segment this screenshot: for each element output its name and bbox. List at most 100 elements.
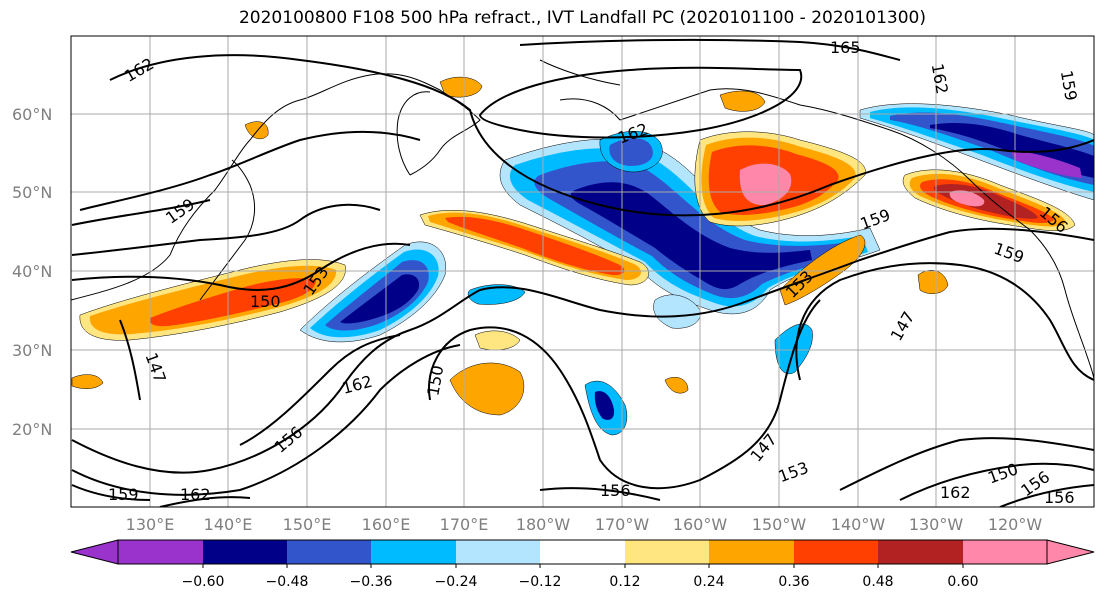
colorbar-tick-label: 0.48 bbox=[862, 574, 893, 590]
contour-label: 159 bbox=[108, 485, 139, 504]
contour-156-southcentral bbox=[539, 487, 661, 501]
contour-label: 156 bbox=[600, 481, 631, 500]
colorbar-segment bbox=[963, 540, 1047, 564]
negative-anomaly-south-mid bbox=[594, 391, 615, 420]
contour-label: 159 bbox=[162, 195, 198, 228]
lon-label-160e: 160°E bbox=[362, 515, 411, 534]
contour-label: 156 bbox=[1044, 488, 1075, 507]
colorbar-extend-max bbox=[1046, 539, 1095, 565]
positive-anomaly-hawaii bbox=[664, 377, 689, 394]
colorbar-frame bbox=[117, 539, 1048, 565]
lon-label-170w: 170°W bbox=[595, 515, 650, 534]
negative-anomaly-northeast-max bbox=[1010, 150, 1082, 178]
negative-anomaly-central-strong bbox=[570, 182, 812, 290]
contour-label: 162 bbox=[340, 372, 374, 398]
colorbar: −0.60 −0.48 −0.36 −0.24 −0.12 0.12 0.24 … bbox=[70, 539, 1095, 590]
colorbar-tick-label: −0.12 bbox=[519, 574, 562, 590]
contour-label: 159 bbox=[858, 205, 893, 233]
map-title: 2020100800 F108 500 hPa refract., IVT La… bbox=[238, 8, 926, 28]
colorbar-segment bbox=[371, 540, 456, 564]
positive-anomaly-gulf-max bbox=[739, 163, 792, 206]
contour-156-east bbox=[999, 484, 1094, 507]
contour-label: 147 bbox=[887, 308, 919, 344]
positive-anomaly-islands bbox=[474, 330, 521, 351]
colorbar-segment bbox=[203, 540, 287, 564]
colorbar-tick-label: 0.36 bbox=[778, 574, 809, 590]
contour-147-low bbox=[795, 262, 1094, 381]
ivt-shading bbox=[71, 76, 1094, 436]
colorbar-segment bbox=[540, 540, 625, 564]
contour-label: 159 bbox=[991, 239, 1026, 267]
lat-label-40n: 40°N bbox=[12, 262, 52, 281]
contour-label: 165 bbox=[830, 38, 861, 57]
lon-label-160w: 160°W bbox=[673, 515, 728, 534]
contour-label: 162 bbox=[940, 483, 971, 502]
contour-162-loop bbox=[478, 66, 803, 139]
contour-150-loop bbox=[428, 299, 821, 490]
contour-label: 147 bbox=[747, 430, 781, 466]
longitude-labels: 130°E 140°E 150°E 160°E 170°E 180°W 170°… bbox=[126, 515, 1043, 534]
contour-159-southwest bbox=[71, 484, 151, 501]
coast-asia bbox=[71, 73, 481, 301]
contour-label: 162 bbox=[928, 62, 952, 95]
contour-150-west bbox=[71, 242, 411, 291]
contour-label: 147 bbox=[142, 350, 170, 385]
refractivity-contours bbox=[71, 38, 1094, 507]
positive-anomaly-japan-mid bbox=[149, 278, 316, 327]
lon-label-130e: 130°E bbox=[126, 515, 175, 534]
colorbar-tick-label: 0.60 bbox=[947, 574, 978, 590]
contour-153-west bbox=[71, 203, 381, 256]
lon-label-150e: 150°E bbox=[283, 515, 332, 534]
colorbar-tick-label: −0.60 bbox=[182, 574, 225, 590]
positive-anomaly-east bbox=[779, 234, 866, 306]
contour-label: 159 bbox=[1057, 69, 1081, 102]
lon-label-140w: 140°W bbox=[831, 515, 886, 534]
coast-north-america bbox=[1029, 229, 1094, 381]
positive-anomaly-sea bbox=[244, 121, 269, 140]
contour-label: 150 bbox=[423, 364, 447, 397]
coast-bering bbox=[539, 59, 621, 121]
gridlines bbox=[71, 36, 1094, 507]
positive-anomaly-bering bbox=[719, 90, 766, 112]
contour-147-west bbox=[119, 319, 141, 401]
colorbar-segment bbox=[709, 540, 794, 564]
colorbar-extend-min bbox=[70, 539, 119, 565]
coast-japan bbox=[199, 159, 256, 301]
contour-162-north bbox=[109, 54, 1094, 217]
lat-label-30n: 30°N bbox=[12, 341, 52, 360]
colorbar-segment bbox=[878, 540, 963, 564]
colorbar-tick-label: 0.24 bbox=[693, 574, 724, 590]
lon-label-140e: 140°E bbox=[204, 515, 253, 534]
positive-anomaly-coast-max bbox=[949, 190, 985, 207]
contour-label: 162 bbox=[121, 54, 157, 86]
contour-subtropical-1 bbox=[71, 227, 1094, 474]
negative-anomaly-north-mid bbox=[609, 138, 653, 166]
colorbar-segment bbox=[287, 540, 371, 564]
positive-anomaly-band-mid bbox=[445, 216, 625, 276]
colorbar-segment bbox=[118, 540, 203, 564]
positive-anomaly-westcoast bbox=[917, 270, 949, 294]
contour-153-east bbox=[839, 437, 1094, 491]
colorbar-segment bbox=[794, 540, 878, 564]
lon-label-170e: 170°E bbox=[440, 515, 489, 534]
lat-label-20n: 20°N bbox=[12, 420, 52, 439]
colorbar-tick-label: −0.36 bbox=[350, 574, 393, 590]
latitude-labels: 60°N 50°N 40°N 30°N 20°N bbox=[12, 105, 52, 439]
positive-anomaly-sw bbox=[71, 374, 104, 389]
positive-anomaly-kamchatka bbox=[439, 76, 483, 98]
contour-156-west bbox=[71, 199, 211, 226]
contour-label: 162 bbox=[180, 485, 211, 504]
map-frame bbox=[70, 35, 1095, 508]
lon-label-130w: 130°W bbox=[909, 515, 964, 534]
colorbar-segment bbox=[456, 540, 540, 564]
lat-label-50n: 50°N bbox=[12, 183, 52, 202]
contour-156-south bbox=[239, 334, 401, 446]
lon-label-120w: 120°W bbox=[988, 515, 1043, 534]
negative-anomaly-west-strong bbox=[340, 274, 420, 324]
coast-kamchatka bbox=[396, 91, 431, 176]
colorbar-tick-label: −0.24 bbox=[435, 574, 478, 590]
colorbar-tick-label: −0.48 bbox=[266, 574, 309, 590]
positive-anomaly-subtropic bbox=[449, 362, 525, 416]
contour-162-southwest bbox=[159, 496, 251, 507]
